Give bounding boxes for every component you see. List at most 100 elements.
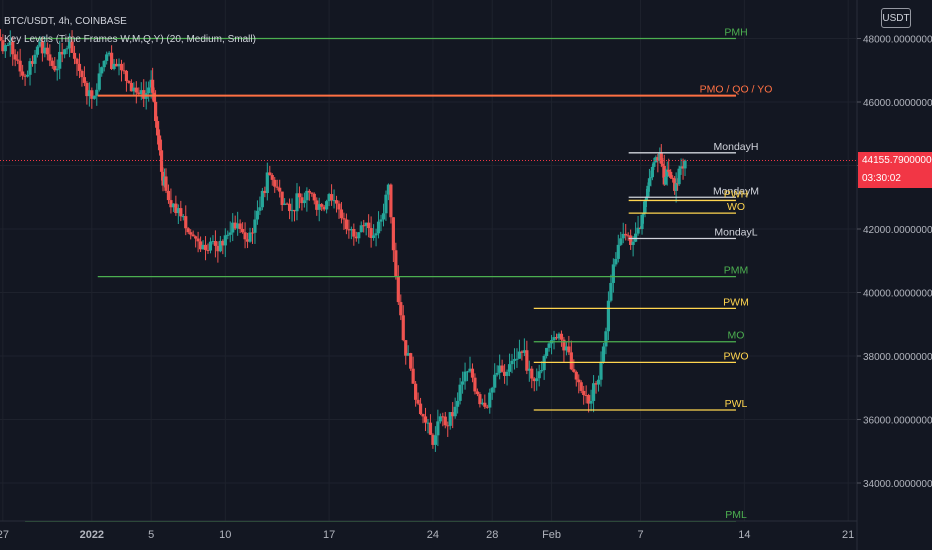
candle-body xyxy=(679,166,683,169)
y-tick-label: 34000.00000000 xyxy=(863,479,932,490)
candle-up xyxy=(332,189,336,209)
candle-body xyxy=(643,200,647,214)
candle-up xyxy=(139,82,143,101)
candle-up xyxy=(611,258,615,293)
candle-down xyxy=(164,168,168,193)
candle-up xyxy=(305,187,309,212)
candle-body xyxy=(614,258,618,265)
candle-down xyxy=(483,394,487,409)
candle-body xyxy=(40,41,44,54)
candle-down xyxy=(191,230,195,237)
candle-body xyxy=(248,232,252,242)
candle-body xyxy=(379,219,383,222)
level-label: PWM xyxy=(723,296,749,308)
y-tick-label: 48000.00000000 xyxy=(863,35,932,46)
candle-body xyxy=(58,51,62,69)
candle-body xyxy=(611,264,615,283)
candle-body xyxy=(349,229,353,231)
level-wo: WO xyxy=(628,201,745,214)
level-mondayl: MondayL xyxy=(628,227,758,240)
candle-body xyxy=(124,70,129,82)
candle-down xyxy=(404,339,408,365)
candle-up xyxy=(493,363,497,393)
candle-down xyxy=(475,388,480,397)
candle-up xyxy=(359,221,363,233)
candle-body xyxy=(105,54,109,61)
candle-body xyxy=(203,244,208,250)
candle-down xyxy=(431,433,435,449)
candle-body xyxy=(260,190,264,208)
candle-body xyxy=(421,414,425,417)
y-tick-label: 46000.00000000 xyxy=(863,98,932,109)
candle-body xyxy=(6,45,10,47)
candle-body xyxy=(414,383,418,400)
candle-up xyxy=(171,203,175,212)
level-label: PMO / QO / YO xyxy=(700,84,773,96)
candle-down xyxy=(389,183,393,224)
candle-up xyxy=(117,58,121,76)
candle-down xyxy=(77,53,82,79)
candle-down xyxy=(554,333,559,340)
candle-body xyxy=(339,209,344,219)
candle-body xyxy=(226,234,230,236)
candle-body xyxy=(216,245,220,252)
candle-body xyxy=(77,63,82,71)
indicator-legend[interactable]: Key Levels (Time Frames W,M,Q,Y) (20, Me… xyxy=(4,34,256,45)
candle-body xyxy=(297,193,302,198)
candle-body xyxy=(342,218,346,220)
candle-body xyxy=(654,157,658,163)
candle-body xyxy=(265,172,269,194)
candle-down xyxy=(245,232,250,249)
candle-up xyxy=(55,59,59,81)
candle-body xyxy=(18,60,22,72)
candle-body xyxy=(280,191,284,206)
candle-body xyxy=(48,54,52,61)
candle-body xyxy=(436,421,440,436)
candle-body xyxy=(451,412,455,417)
candle-up xyxy=(8,30,12,57)
candle-body xyxy=(493,374,497,388)
candle-up xyxy=(537,364,541,387)
candle-body xyxy=(661,163,665,166)
level-label: PWO xyxy=(723,350,748,362)
candle-up xyxy=(295,183,299,221)
candle-body xyxy=(258,207,262,211)
candle-up xyxy=(609,274,613,303)
candle-up xyxy=(647,168,652,192)
candle-up xyxy=(616,234,620,263)
candle-body xyxy=(114,63,119,67)
candle-up xyxy=(495,365,499,377)
x-tick-label: 5 xyxy=(148,529,154,541)
candle-body xyxy=(584,394,588,396)
candle-body xyxy=(223,235,227,246)
candle-body xyxy=(564,346,568,351)
candle-down xyxy=(1,34,5,55)
candle-body xyxy=(659,152,663,164)
candle-down xyxy=(142,79,146,108)
candle-down xyxy=(85,81,89,105)
candle-up xyxy=(589,389,593,412)
candle-up xyxy=(436,409,440,447)
candle-body xyxy=(139,90,143,95)
candle-up xyxy=(63,48,67,59)
candle-body xyxy=(241,229,245,233)
candle-down xyxy=(60,42,64,63)
candle-up xyxy=(231,213,235,242)
price-axis[interactable]: 48000.0000000046000.0000000044000.000000… xyxy=(857,35,932,491)
currency-button[interactable]: USDT xyxy=(881,8,911,28)
candle-body xyxy=(567,346,571,353)
candle-body xyxy=(530,368,534,379)
candle-up xyxy=(208,237,213,254)
candle-up xyxy=(552,330,556,350)
candle-body xyxy=(337,203,341,210)
candle-down xyxy=(391,217,395,263)
candle-body xyxy=(601,346,606,362)
candle-body xyxy=(423,416,428,423)
candle-down xyxy=(502,364,507,384)
candle-down xyxy=(401,305,405,342)
time-axis[interactable]: 27 2022 5 10 17 24 28 Feb 7 14 21 xyxy=(0,529,854,541)
candle-body xyxy=(329,194,334,201)
candle-down xyxy=(451,402,455,429)
candle-body xyxy=(60,51,64,55)
